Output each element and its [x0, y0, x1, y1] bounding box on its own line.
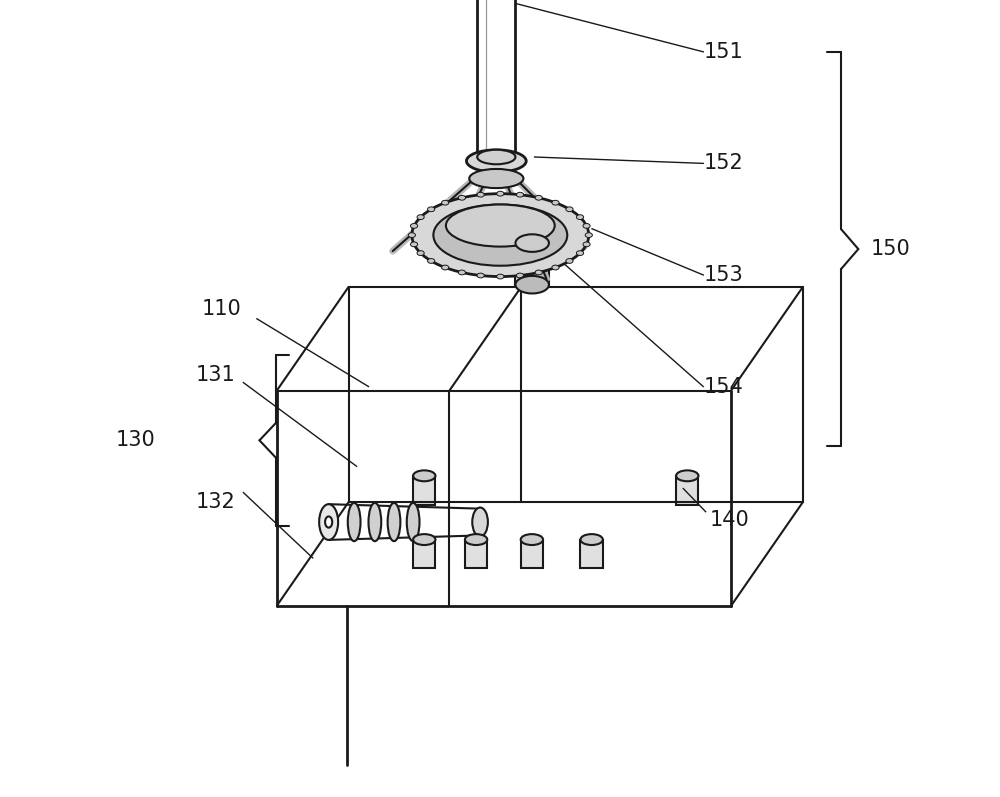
Text: 130: 130 [116, 430, 156, 450]
Ellipse shape [472, 508, 488, 536]
Ellipse shape [535, 270, 542, 275]
Ellipse shape [410, 223, 418, 228]
Ellipse shape [417, 214, 424, 219]
Bar [413, 476, 435, 505]
Bar [676, 476, 698, 505]
Ellipse shape [576, 251, 584, 256]
Ellipse shape [477, 192, 484, 197]
Ellipse shape [466, 150, 526, 172]
Text: 132: 132 [196, 492, 235, 512]
Bar [413, 540, 435, 568]
Ellipse shape [583, 223, 590, 228]
Ellipse shape [458, 195, 466, 200]
Ellipse shape [368, 503, 381, 541]
Ellipse shape [442, 200, 449, 205]
Ellipse shape [319, 505, 338, 540]
Text: 150: 150 [871, 239, 910, 259]
Ellipse shape [477, 150, 515, 164]
Ellipse shape [516, 273, 524, 278]
Ellipse shape [410, 242, 418, 247]
Ellipse shape [583, 242, 590, 247]
Text: 152: 152 [703, 153, 743, 174]
Ellipse shape [676, 470, 698, 481]
Ellipse shape [552, 265, 559, 270]
Ellipse shape [442, 265, 449, 270]
Ellipse shape [580, 534, 603, 545]
Ellipse shape [516, 192, 524, 197]
Ellipse shape [515, 234, 549, 252]
Ellipse shape [585, 233, 592, 238]
Ellipse shape [408, 233, 415, 238]
Ellipse shape [413, 534, 435, 545]
Ellipse shape [477, 273, 484, 278]
Ellipse shape [566, 207, 573, 212]
Ellipse shape [458, 270, 466, 275]
Bar [465, 540, 487, 568]
Ellipse shape [417, 251, 424, 256]
Text: 110: 110 [201, 299, 241, 320]
Ellipse shape [348, 503, 361, 541]
Ellipse shape [465, 534, 487, 545]
Text: 153: 153 [703, 265, 743, 285]
Bar [580, 540, 603, 568]
Text: 140: 140 [710, 509, 749, 530]
Text: 131: 131 [196, 364, 235, 385]
Ellipse shape [535, 195, 542, 200]
Ellipse shape [497, 274, 504, 279]
Ellipse shape [388, 503, 400, 541]
Ellipse shape [515, 276, 549, 293]
Bar [515, 243, 549, 285]
Ellipse shape [413, 470, 435, 481]
Ellipse shape [325, 516, 332, 528]
Ellipse shape [412, 194, 589, 277]
Ellipse shape [497, 191, 504, 196]
Text: 154: 154 [703, 376, 743, 397]
Ellipse shape [433, 205, 567, 265]
Ellipse shape [428, 258, 435, 263]
Ellipse shape [446, 205, 555, 246]
Ellipse shape [521, 534, 543, 545]
Text: 151: 151 [703, 41, 743, 62]
Ellipse shape [566, 258, 573, 263]
Ellipse shape [407, 503, 420, 541]
Ellipse shape [469, 169, 523, 188]
Ellipse shape [428, 207, 435, 212]
Ellipse shape [552, 200, 559, 205]
Bar [521, 540, 543, 568]
Ellipse shape [576, 214, 584, 219]
